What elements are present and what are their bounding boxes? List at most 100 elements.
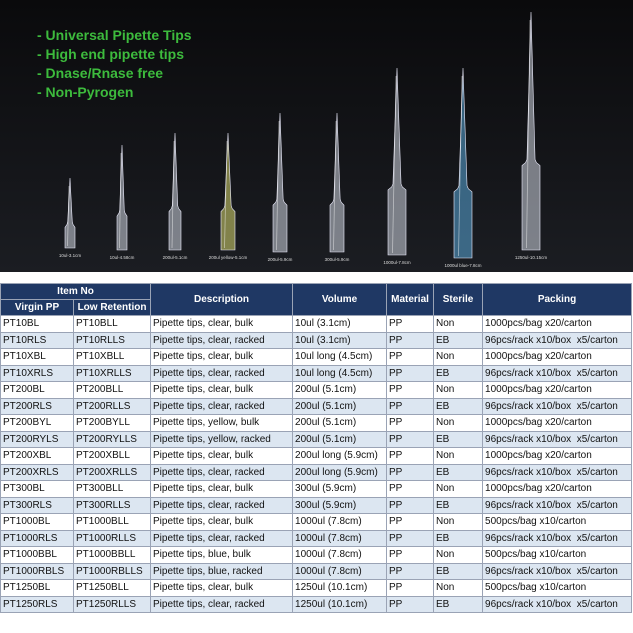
table-cell: PT10BL — [0, 315, 74, 333]
table-cell: PT10XBLL — [72, 348, 152, 366]
table-cell: Non — [433, 480, 484, 498]
table-cell: PP — [386, 496, 435, 514]
table-cell: PT1000RBLS — [0, 562, 74, 580]
table-cell: 1250ul (10.1cm) — [292, 579, 388, 597]
table-cell: EB — [433, 529, 484, 547]
table-cell: 96pcs/rack x10/box x5/carton — [482, 595, 633, 613]
table-cell: PT300RLLS — [72, 496, 152, 514]
header-cell: Packing — [482, 283, 633, 316]
table-cell: 1000pcs/bag x20/carton — [482, 315, 633, 333]
table-cell: Non — [433, 414, 484, 432]
header-cell: Virgin PP — [0, 299, 74, 316]
table-cell: 96pcs/rack x10/box x5/carton — [482, 331, 633, 349]
pipette-tip — [168, 132, 182, 251]
table-cell: PT200XRLS — [0, 463, 74, 481]
table-cell: Pipette tips, blue, bulk — [150, 546, 294, 564]
table-cell: 96pcs/rack x10/box x5/carton — [482, 463, 633, 481]
tip-label: 1000ul-7.8cm — [383, 260, 411, 265]
table-cell: PP — [386, 579, 435, 597]
product-table: Item No Description Volume Material Ster… — [0, 283, 633, 613]
bullet: - Dnase/Rnase free — [37, 65, 163, 81]
table-cell: PP — [386, 315, 435, 333]
table-cell: PT200RYLS — [0, 430, 74, 448]
table-cell: PT1000RLS — [0, 529, 74, 547]
tip-highlight — [224, 140, 228, 249]
table-cell: Pipette tips, clear, bulk — [150, 315, 294, 333]
table-cell: Pipette tips, clear, bulk — [150, 579, 294, 597]
table-cell: PT300BL — [0, 480, 74, 498]
table-cell: Non — [433, 315, 484, 333]
table-cell: Pipette tips, clear, racked — [150, 331, 294, 349]
table-cell: PT1250BLL — [72, 579, 152, 597]
table-row: PT10XBL PT10XBLL Pipette tips, clear, bulk… — [0, 348, 633, 366]
table-cell: Non — [433, 513, 484, 531]
table-cell: PT1000BBLL — [72, 546, 152, 564]
table-cell: PP — [386, 430, 435, 448]
table-cell: 10ul (3.1cm) — [292, 315, 388, 333]
tip-highlight — [171, 140, 175, 249]
pipette-tip — [387, 67, 407, 256]
table-cell: Non — [433, 381, 484, 399]
header-cell: Volume — [292, 283, 388, 316]
table-cell: Pipette tips, clear, racked — [150, 364, 294, 382]
table-cell: 500pcs/bag x10/carton — [482, 546, 633, 564]
table-cell: 10ul long (4.5cm) — [292, 364, 388, 382]
header-cell: Low Retention — [72, 299, 152, 316]
table-cell: 200ul (5.1cm) — [292, 430, 388, 448]
header-cell: Item No — [0, 283, 152, 300]
table-cell: EB — [433, 364, 484, 382]
table-cell: PT1000RLLS — [72, 529, 152, 547]
tip-highlight — [333, 120, 337, 251]
table-cell: PT1250BL — [0, 579, 74, 597]
tip-highlight — [526, 19, 531, 249]
table-cell: PT10RLLS — [72, 331, 152, 349]
table-row: PT10BL PT10BLL Pipette tips, clear, bulk 10… — [0, 315, 633, 333]
header-cell: Material — [386, 283, 435, 316]
table-cell: 1000pcs/bag x20/carton — [482, 348, 633, 366]
bullet: - Non-Pyrogen — [37, 84, 133, 100]
table-cell: EB — [433, 562, 484, 580]
table-cell: Pipette tips, clear, racked — [150, 463, 294, 481]
table-cell: PT10XRLLS — [72, 364, 152, 382]
table-cell: PT200BLL — [72, 381, 152, 399]
table-cell: 96pcs/rack x10/box x5/carton — [482, 496, 633, 514]
tip-label: 200ul yellow-5.1cm — [209, 255, 248, 260]
pipette-tip — [272, 112, 288, 253]
pipette-tip — [521, 11, 541, 251]
table-cell: Pipette tips, clear, bulk — [150, 480, 294, 498]
table-cell: 1000ul (7.8cm) — [292, 546, 388, 564]
table-row: PT200RLS PT200RLLS Pipette tips, clear, ra… — [0, 397, 633, 415]
table-cell: PT200RLS — [0, 397, 74, 415]
table-cell: PP — [386, 513, 435, 531]
table-cell: Pipette tips, clear, racked — [150, 529, 294, 547]
table-cell: Pipette tips, clear, racked — [150, 595, 294, 613]
table-cell: PT1250RLS — [0, 595, 74, 613]
table-cell: 1000pcs/bag x20/carton — [482, 381, 633, 399]
table-row: PT10XRLS PT10XRLLS Pipette tips, clear, ra… — [0, 364, 633, 382]
table-cell: PT1250RLLS — [72, 595, 152, 613]
bullet: - Universal Pipette Tips — [37, 27, 192, 43]
table-cell: 10ul (3.1cm) — [292, 331, 388, 349]
pipette-tip — [329, 112, 345, 253]
table-cell: PT200XBL — [0, 447, 74, 465]
pipette-tip — [220, 132, 236, 251]
table-cell: 1000pcs/bag x20/carton — [482, 447, 633, 465]
table-cell: Pipette tips, clear, bulk — [150, 513, 294, 531]
table-cell: PT1000RBLLS — [72, 562, 152, 580]
table-cell: PT200BL — [0, 381, 74, 399]
table-cell: 1000ul (7.8cm) — [292, 562, 388, 580]
table-cell: PT200RLLS — [72, 397, 152, 415]
table-cell: 96pcs/rack x10/box x5/carton — [482, 397, 633, 415]
table-row: PT200XRLS PT200XRLLS Pipette tips, clear, … — [0, 463, 633, 481]
table-row: PT300RLS PT300RLLS Pipette tips, clear, ra… — [0, 496, 633, 514]
table-row: PT300BL PT300BLL Pipette tips, clear, bulk… — [0, 480, 633, 498]
banner: - Universal Pipette Tips - High end pipet… — [0, 0, 633, 272]
table-cell: 300ul (5.9cm) — [292, 480, 388, 498]
table-cell: Pipette tips, clear, bulk — [150, 447, 294, 465]
table-cell: 1000pcs/bag x20/carton — [482, 414, 633, 432]
table-cell: PP — [386, 595, 435, 613]
table-row: PT1250RLS PT1250RLLS Pipette tips, clear, … — [0, 595, 633, 613]
table-cell: PT200RYLLS — [72, 430, 152, 448]
table-cell: PP — [386, 463, 435, 481]
